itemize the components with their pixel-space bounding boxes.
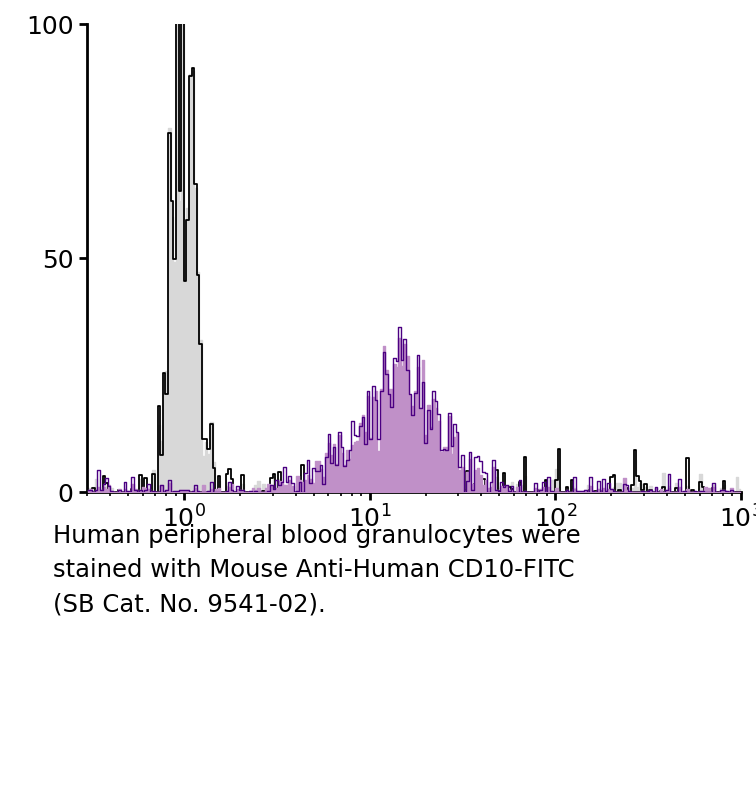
Text: Human peripheral blood granulocytes were
stained with Mouse Anti-Human CD10-FITC: Human peripheral blood granulocytes were… — [53, 524, 581, 617]
